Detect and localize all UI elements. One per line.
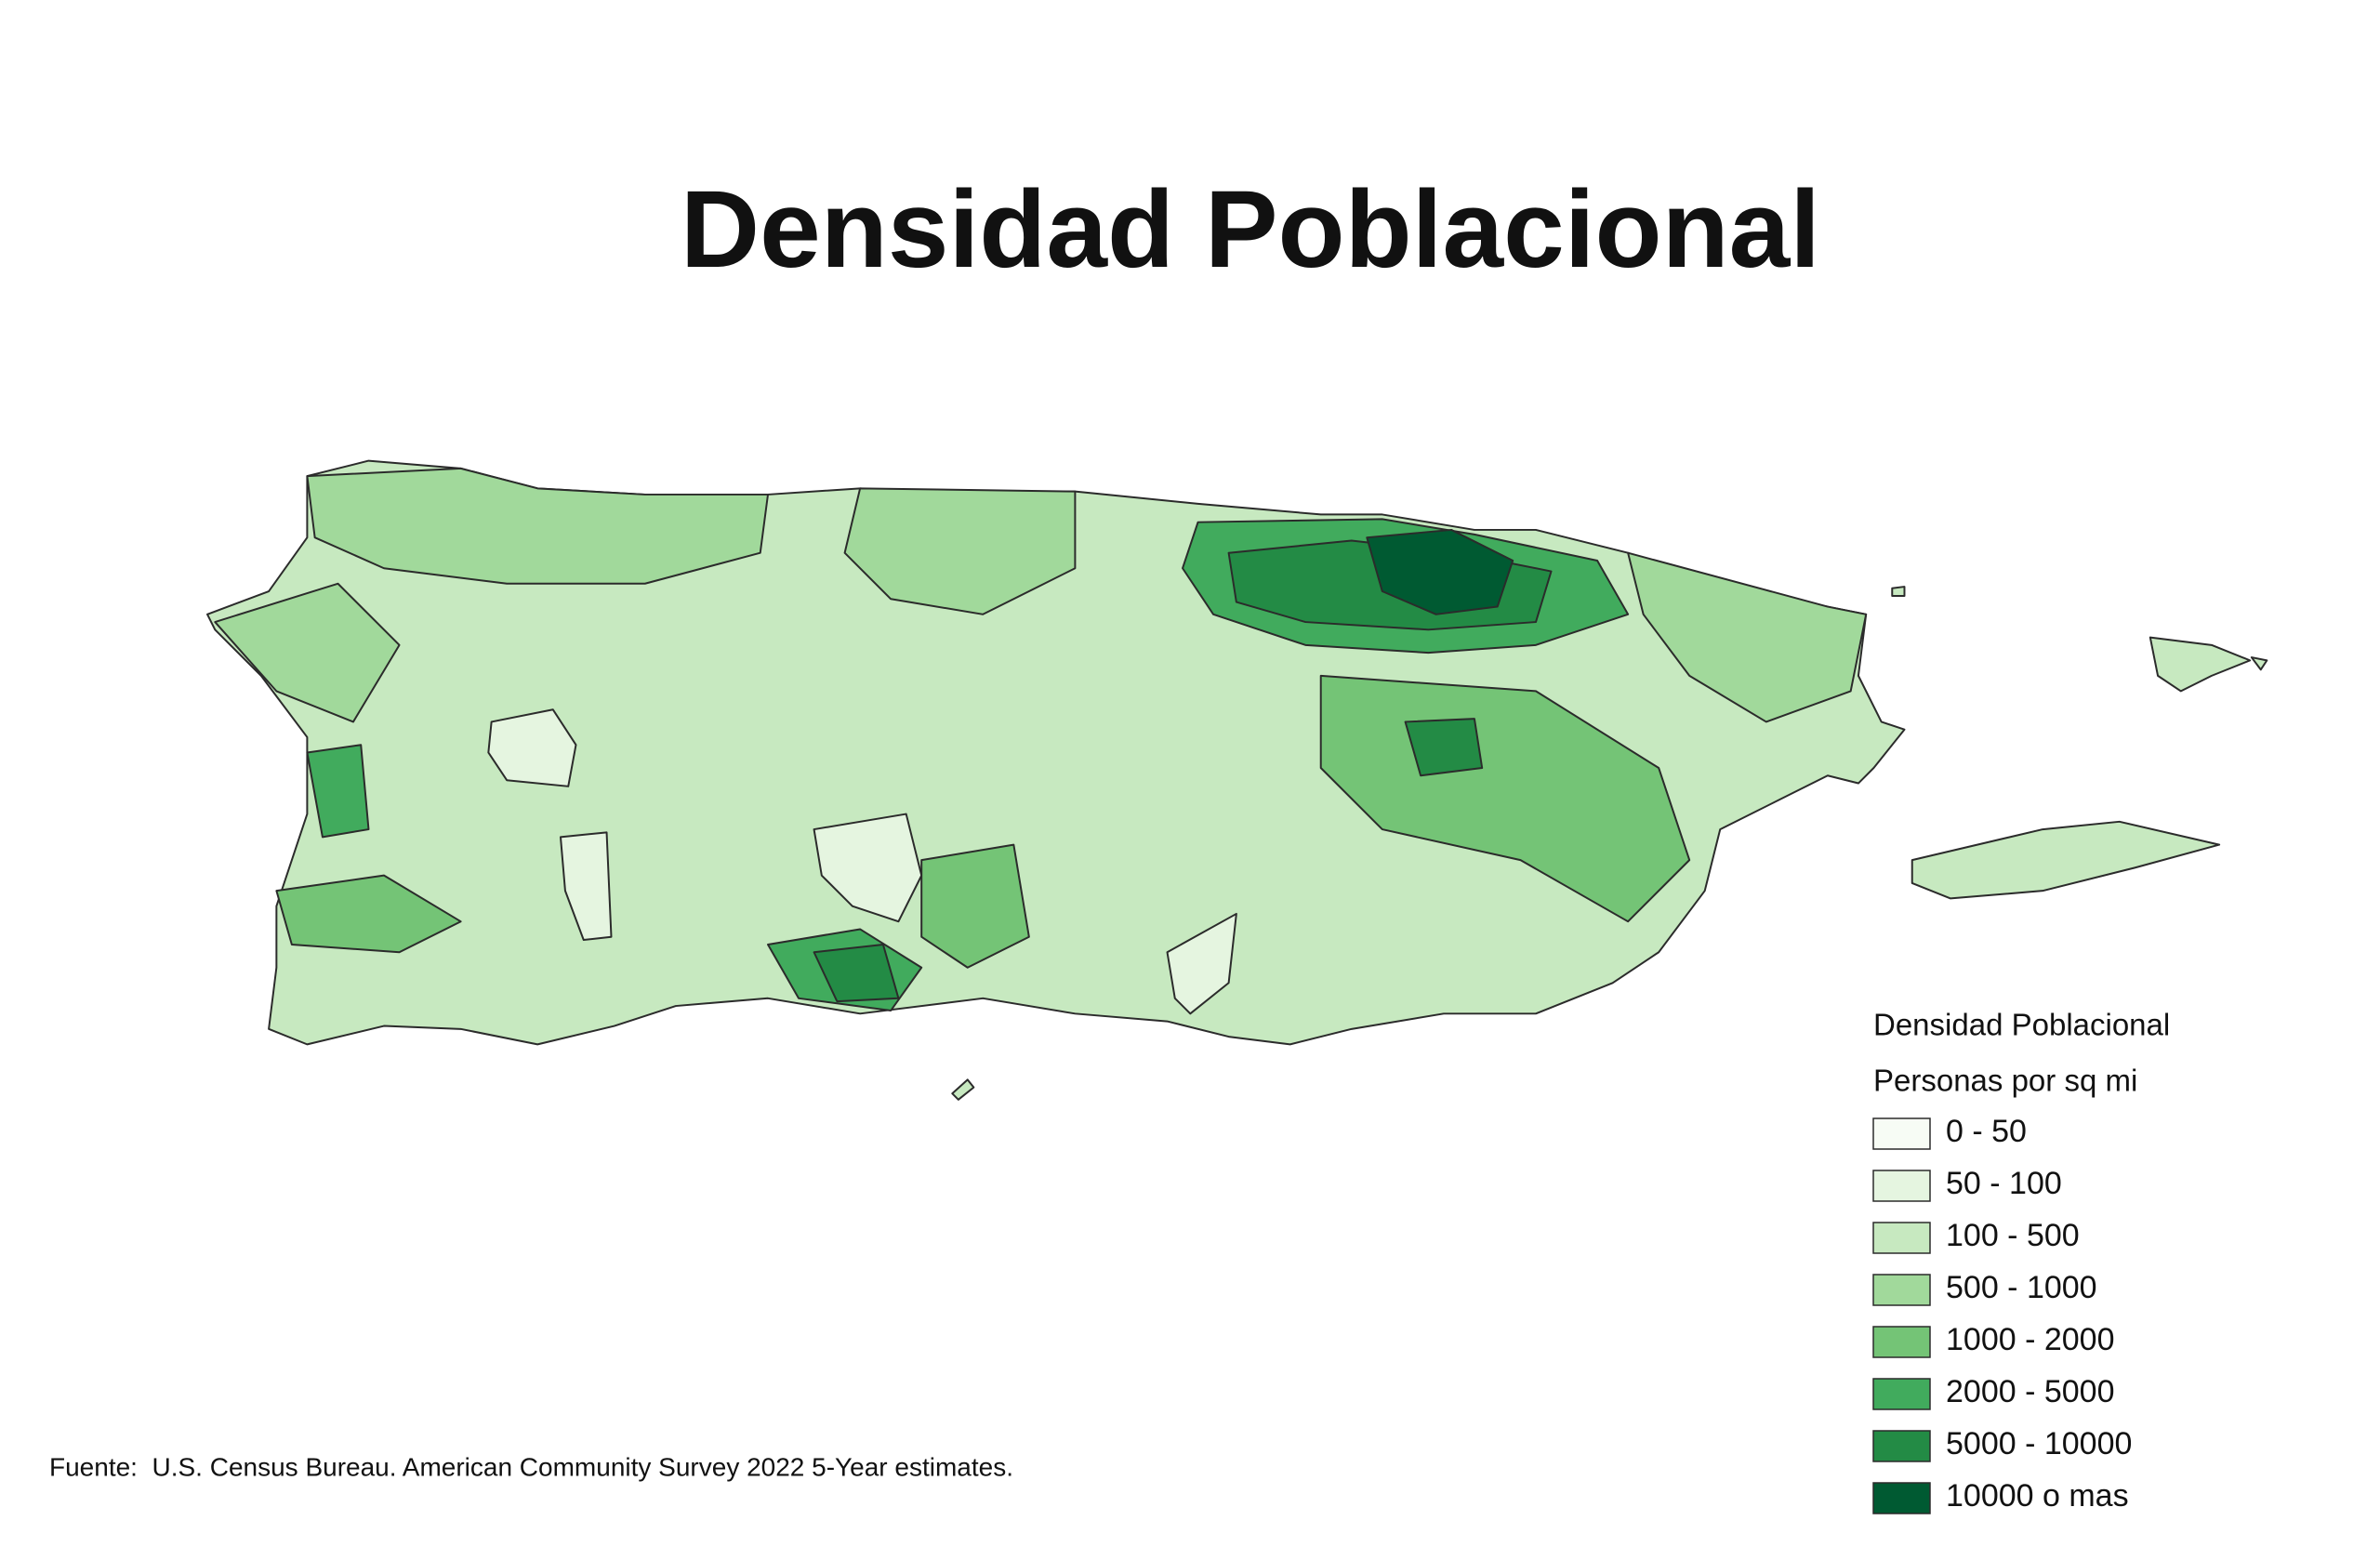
dense-urban-area bbox=[1366, 528, 1514, 615]
medium-density-area bbox=[1627, 551, 1868, 723]
legend-swatch bbox=[1872, 1482, 1931, 1514]
source-note: Fuente: U.S. Census Bureau. American Com… bbox=[49, 1452, 1013, 1481]
legend-label: 50 - 100 bbox=[1946, 1166, 2062, 1201]
low-density-area bbox=[1166, 912, 1237, 1015]
urban-area bbox=[306, 744, 370, 839]
legend-swatch bbox=[1872, 1326, 1931, 1358]
culebra bbox=[2149, 636, 2252, 693]
urban-area bbox=[1404, 718, 1484, 777]
low-density-area bbox=[559, 831, 613, 942]
legend-label: 1000 - 2000 bbox=[1946, 1322, 2115, 1357]
legend-swatch bbox=[1872, 1222, 1931, 1254]
legend-label: 2000 - 5000 bbox=[1946, 1374, 2115, 1409]
legend-swatch bbox=[1872, 1430, 1931, 1462]
legend-label: 100 - 500 bbox=[1946, 1218, 2080, 1253]
islet bbox=[1891, 586, 1906, 597]
legend-swatch bbox=[1872, 1274, 1931, 1306]
low-density-area bbox=[487, 708, 577, 787]
legend-swatch bbox=[1872, 1378, 1931, 1410]
legend-title: Densidad Poblacional bbox=[1873, 1008, 2170, 1042]
legend-label: 10000 o mas bbox=[1946, 1478, 2129, 1514]
medium-density-area bbox=[306, 467, 769, 585]
legend-subtitle: Personas por sq mi bbox=[1873, 1064, 2137, 1098]
medium-density-area bbox=[843, 487, 1077, 615]
urban-area bbox=[813, 943, 900, 1003]
map bbox=[206, 459, 2268, 1101]
legend-swatch bbox=[1872, 1170, 1931, 1202]
legend-label: 0 - 50 bbox=[1946, 1114, 2027, 1149]
map-title: Densidad Poblacional bbox=[681, 168, 1820, 291]
medium-density-area bbox=[275, 874, 462, 954]
legend-swatch bbox=[1872, 1117, 1931, 1150]
medium-density-area bbox=[214, 582, 401, 723]
legend: 0 - 50 50 - 100 100 - 500 500 - 1000 1000 - … bbox=[1872, 1114, 2132, 1514]
legend-label: 5000 - 10000 bbox=[1946, 1426, 2132, 1461]
legend-label: 500 - 1000 bbox=[1946, 1270, 2097, 1305]
medium-density-area bbox=[920, 843, 1030, 969]
low-density-area bbox=[813, 813, 923, 923]
vieques bbox=[1911, 820, 2221, 900]
caja-de-muertos bbox=[951, 1078, 975, 1101]
islet bbox=[2250, 656, 2268, 671]
